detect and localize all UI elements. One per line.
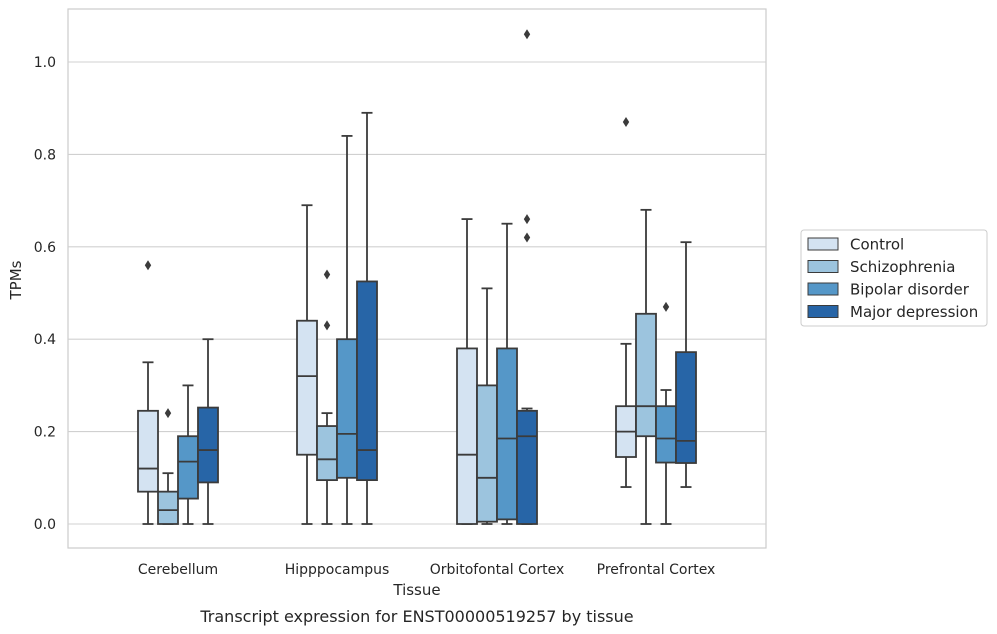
box-plot-schizophrenia xyxy=(316,269,338,525)
y-tick-label: 0.2 xyxy=(34,425,56,441)
box xyxy=(137,409,159,493)
chart-caption: Transcript expression for ENST0000051925… xyxy=(199,607,633,626)
y-tick-label: 0.8 xyxy=(34,147,56,163)
y-tick-label: 0.4 xyxy=(34,332,56,348)
box-plot-major-depression xyxy=(675,241,697,488)
y-axis-label: TPMs xyxy=(7,260,25,300)
box-plot-schizophrenia xyxy=(635,208,657,525)
x-tick-label: Orbitofontal Cortex xyxy=(430,562,565,578)
outlier-marker xyxy=(323,320,331,331)
outlier-marker xyxy=(523,29,531,40)
outlier-marker xyxy=(622,117,630,128)
legend-swatch xyxy=(807,305,839,318)
outlier-marker xyxy=(662,301,670,312)
box xyxy=(197,406,219,484)
box-plot-control xyxy=(456,218,478,525)
outlier-marker xyxy=(323,269,331,280)
y-tick-label: 0.0 xyxy=(34,517,56,533)
box xyxy=(296,319,318,456)
outlier-marker xyxy=(164,408,172,419)
legend-label: Control xyxy=(850,236,904,254)
box xyxy=(456,347,478,525)
outlier-marker xyxy=(523,214,531,225)
legend-label: Major depression xyxy=(850,303,978,321)
box xyxy=(675,351,697,464)
box-plot-control xyxy=(137,260,159,525)
y-tick-label: 1.0 xyxy=(34,55,56,71)
box xyxy=(336,338,358,479)
box xyxy=(635,312,657,438)
box xyxy=(316,425,338,482)
box-plot-control xyxy=(296,204,318,525)
box xyxy=(496,347,518,521)
box-plot-major-depression xyxy=(197,338,219,525)
y-tick-label: 0.6 xyxy=(34,240,56,256)
box xyxy=(356,280,378,482)
legend: Control Schizophrenia Bipolar disorder Majo… xyxy=(800,229,988,327)
box xyxy=(516,409,538,525)
box xyxy=(157,490,179,525)
legend-swatch xyxy=(807,260,839,273)
legend-label: Bipolar disorder xyxy=(850,281,970,299)
x-axis-ticks: Cerebellum Hipppocampus Orbitofontal Corte… xyxy=(138,562,715,578)
x-tick-label: Cerebellum xyxy=(138,562,218,578)
box xyxy=(655,405,677,464)
box-plot-bipolar-disorder xyxy=(496,222,518,525)
box-plot-major-depression xyxy=(516,29,538,525)
outlier-marker xyxy=(523,232,531,243)
box-plot-schizophrenia xyxy=(157,408,179,525)
x-tick-label: Hipppocampus xyxy=(285,562,390,578)
x-tick-label: Prefrontal Cortex xyxy=(597,562,716,578)
box-plot-bipolar-disorder xyxy=(655,301,677,525)
legend-swatch xyxy=(807,282,839,296)
x-axis-label: Tissue xyxy=(392,581,440,599)
legend-frame xyxy=(800,229,988,327)
box-plot-major-depression xyxy=(356,111,378,525)
legend-swatch xyxy=(807,237,839,251)
y-axis-ticks: 0.0 0.2 0.4 0.6 0.8 1.0 xyxy=(34,55,56,533)
box xyxy=(476,384,498,523)
outlier-marker xyxy=(144,260,152,271)
plot-area xyxy=(67,8,767,549)
box xyxy=(177,435,199,500)
box-plot-bipolar-disorder xyxy=(336,135,358,525)
box-plot-control xyxy=(615,117,637,488)
legend-label: Schizophrenia xyxy=(850,258,955,276)
box-groups xyxy=(137,29,697,525)
